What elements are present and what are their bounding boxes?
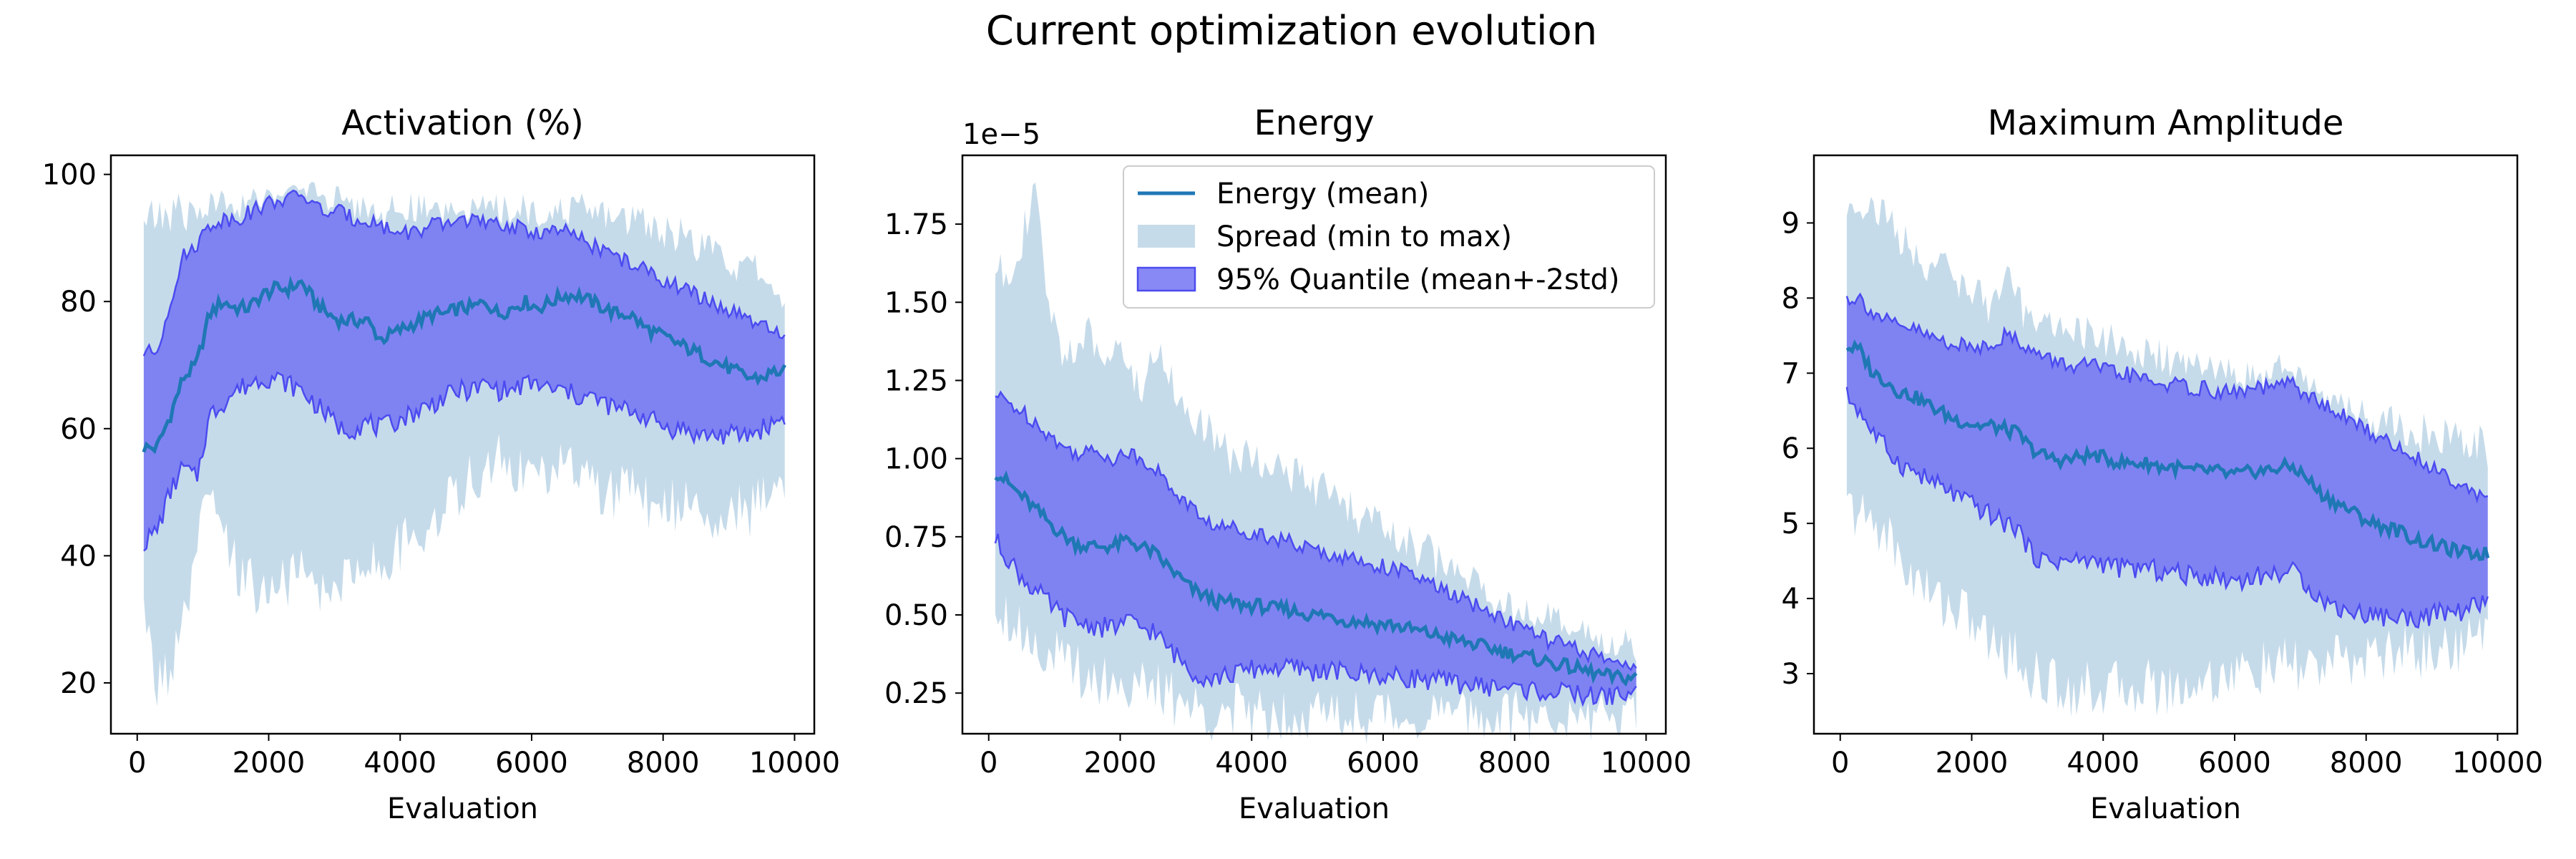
y-tick-label: 100 (42, 159, 97, 192)
y-tick-label: 1.00 (884, 443, 948, 476)
legend-label: 95% Quantile (mean+-2std) (1216, 263, 1620, 296)
legend: Energy (mean) Spread (min to max) 95% Quan… (1123, 165, 1655, 309)
quantile-band (143, 190, 785, 551)
y-tick-label: 3 (1782, 658, 1800, 691)
mean-line (142, 275, 786, 455)
quantile-upper-edge (995, 390, 1637, 671)
legend-label: Energy (mean) (1216, 178, 1429, 210)
x-axis-label: Evaluation (387, 792, 538, 825)
y-tick-label: 6 (1782, 432, 1800, 465)
y-tick-label: 7 (1782, 357, 1800, 390)
y-tick-label: 1.50 (884, 286, 948, 319)
quantile-lower-edge (143, 371, 786, 552)
x-tick-label: 8000 (2330, 747, 2403, 780)
mean-line (1845, 339, 2490, 561)
x-tick-label: 10000 (2452, 747, 2543, 780)
x-tick-label: 2000 (1936, 747, 2009, 780)
x-axis-label: Evaluation (2090, 792, 2241, 825)
x-tick-label: 0 (128, 747, 146, 780)
x-tick-label: 8000 (1478, 747, 1551, 780)
x-tick-label: 10000 (1601, 747, 1692, 780)
y-tick-label: 80 (60, 286, 97, 319)
y-tick-label: 4 (1782, 583, 1800, 616)
x-axis-label: Evaluation (1239, 792, 1390, 825)
x-tick-label: 4000 (1215, 747, 1288, 780)
y-tick-label: 0.50 (884, 599, 948, 632)
axes-frame (1813, 154, 2519, 735)
y-tick-label: 9 (1782, 207, 1800, 240)
axes-frame (961, 154, 1667, 735)
quantile-lower-edge (994, 533, 1637, 707)
legend-swatch-quantile (1136, 266, 1196, 292)
mean-line (994, 470, 1638, 687)
legend-swatch-spread (1138, 225, 1195, 248)
x-tick-label: 10000 (749, 747, 840, 780)
quantile-band (995, 392, 1636, 705)
legend-label: Spread (min to max) (1216, 220, 1512, 253)
quantile-band (1846, 293, 2488, 628)
panel-title: Energy (1254, 103, 1374, 143)
x-tick-label: 6000 (1347, 747, 1420, 780)
x-tick-label: 4000 (364, 747, 436, 780)
panel-title: Maximum Amplitude (1988, 103, 2344, 143)
x-tick-label: 2000 (1084, 747, 1157, 780)
x-tick-label: 0 (1831, 747, 1849, 780)
y-tick-label: 1.25 (884, 364, 948, 397)
quantile-lower-edge (1845, 387, 2489, 629)
x-tick-label: 6000 (495, 747, 568, 780)
quantile-upper-edge (1845, 292, 2489, 504)
panel-3: 0 2000 4000 6000 8000 10000 3 4 5 6 7 8 9 Maximum Amp… (1782, 103, 2544, 825)
y-tick-label: 1.75 (884, 208, 948, 241)
y-tick-label: 0.25 (884, 677, 948, 710)
panel-title: Activation (%) (341, 103, 584, 143)
y-tick-label: 60 (60, 413, 97, 446)
y-tick-label: 0.75 (884, 521, 948, 554)
x-tick-label: 6000 (2198, 747, 2271, 780)
x-tick-label: 8000 (627, 747, 700, 780)
x-tick-label: 2000 (233, 747, 306, 780)
panel-2: 0 2000 4000 6000 8000 10000 0.25 0.50 0.75 1.00 1.… (884, 103, 1692, 825)
panel-1: 0 2000 4000 6000 8000 10000 20 40 60 80 100 Activat… (42, 103, 840, 825)
y-tick-label: 5 (1782, 508, 1800, 540)
y-tick-label: 20 (60, 667, 97, 700)
y-tick-label: 40 (60, 540, 97, 573)
y-tick-label: 8 (1782, 282, 1800, 315)
x-tick-label: 4000 (2067, 747, 2140, 780)
quantile-upper-edge (142, 189, 786, 356)
axes-frame (109, 154, 816, 735)
x-tick-label: 0 (980, 747, 997, 780)
figure-title: Current optimization evolution (986, 8, 1598, 54)
legend-frame (1123, 165, 1655, 309)
y-offset-text: 1e−5 (962, 118, 1040, 151)
